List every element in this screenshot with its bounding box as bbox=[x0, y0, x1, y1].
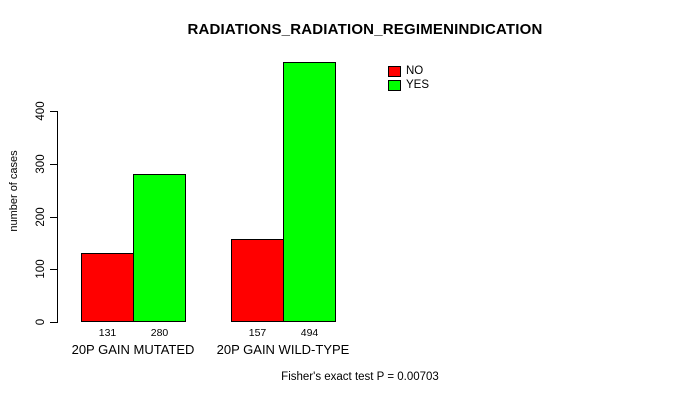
y-axis-label: number of cases bbox=[8, 150, 20, 232]
legend-item-yes: YES bbox=[388, 78, 429, 92]
legend-label: YES bbox=[406, 79, 430, 91]
bar-value-label: 131 bbox=[98, 327, 117, 339]
bar-no-group2 bbox=[231, 239, 284, 322]
category-label: 20P GAIN MUTATED bbox=[71, 342, 195, 357]
bar-value-label: 157 bbox=[248, 327, 267, 339]
fisher-test-annotation: Fisher's exact test P = 0.00703 bbox=[281, 371, 439, 383]
y-tick-mark bbox=[50, 164, 58, 165]
y-tick-label: 300 bbox=[35, 154, 47, 174]
legend-label: NO bbox=[406, 65, 424, 77]
bar-yes-group1 bbox=[133, 174, 186, 322]
y-tick-label: 400 bbox=[35, 101, 47, 121]
chart-title: RADIATIONS_RADIATION_REGIMENINDICATION bbox=[187, 21, 543, 38]
y-tick-mark bbox=[50, 322, 58, 323]
y-tick-label: 0 bbox=[35, 318, 47, 326]
y-tick-mark bbox=[50, 269, 58, 270]
bar-value-label: 280 bbox=[150, 327, 169, 339]
y-tick-mark bbox=[50, 217, 58, 218]
category-label: 20P GAIN WILD-TYPE bbox=[216, 342, 350, 357]
bar-no-group1 bbox=[81, 253, 134, 322]
y-tick-label: 100 bbox=[35, 259, 47, 279]
y-tick-label: 200 bbox=[35, 207, 47, 227]
legend: NO YES bbox=[388, 64, 429, 92]
legend-item-no: NO bbox=[388, 64, 429, 78]
y-tick-mark bbox=[50, 111, 58, 112]
legend-swatch-yes bbox=[388, 79, 401, 91]
bar-value-label: 494 bbox=[300, 327, 319, 339]
bar-yes-group2 bbox=[283, 62, 336, 322]
legend-swatch-no bbox=[388, 65, 401, 77]
plot-area: 131 280 20P GAIN MUTATED 157 494 20P GAIN WIL… bbox=[58, 40, 358, 357]
